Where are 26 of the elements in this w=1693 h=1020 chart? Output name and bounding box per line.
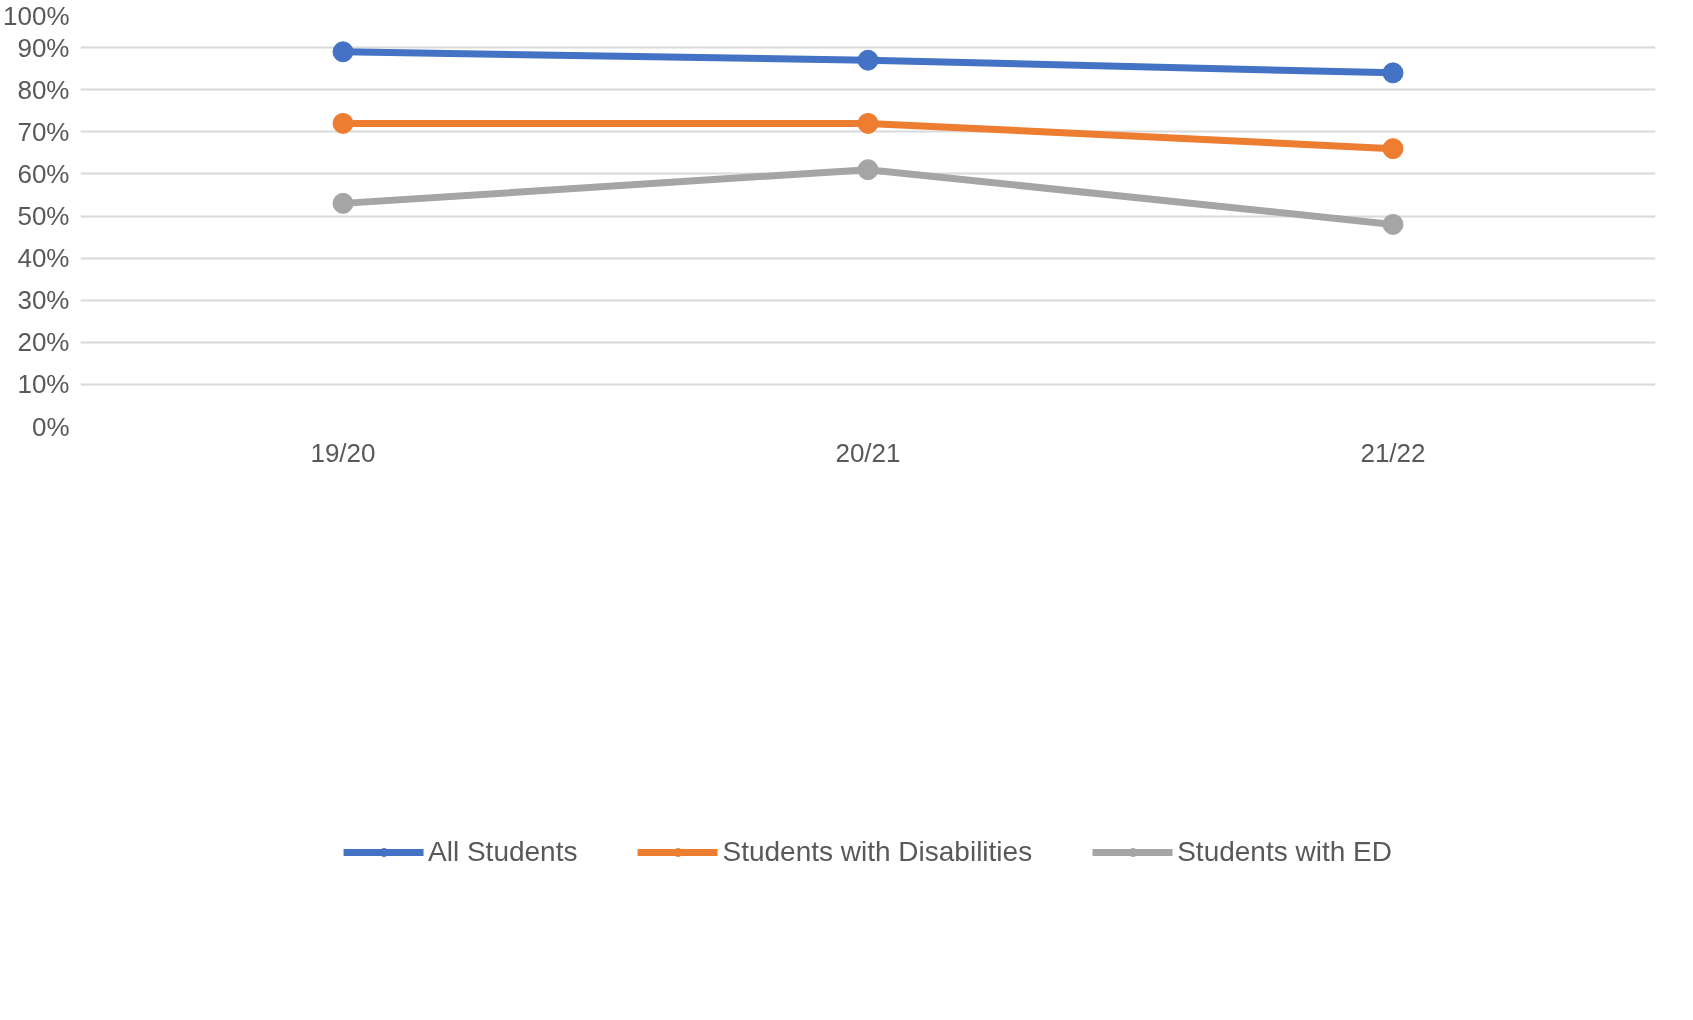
point bbox=[857, 49, 879, 71]
legend-label: Students with ED bbox=[1177, 836, 1392, 868]
y-tick-label: 0% bbox=[31, 411, 70, 442]
x-tick-label: 21/22 bbox=[1360, 437, 1426, 468]
y-tick-label: 70% bbox=[17, 116, 70, 147]
y-tick-label: 50% bbox=[17, 201, 70, 231]
point bbox=[332, 192, 354, 214]
y-tick-label: 40% bbox=[17, 243, 70, 274]
y-tick-label: 30% bbox=[17, 285, 70, 316]
legend-label: All Students bbox=[428, 836, 578, 868]
point bbox=[332, 41, 354, 63]
x-tick-label: 19/20 bbox=[310, 437, 376, 468]
point bbox=[1382, 62, 1404, 84]
point bbox=[1382, 213, 1404, 235]
legend-label: Students with Disabilities bbox=[722, 836, 1033, 868]
point bbox=[857, 159, 879, 181]
point bbox=[857, 112, 879, 134]
y-tick-label: 100% bbox=[3, 0, 70, 31]
y-tick-label: 80% bbox=[17, 74, 70, 105]
y-tick-label: 10% bbox=[17, 369, 70, 400]
y-tick-label: 20% bbox=[17, 327, 70, 358]
point bbox=[332, 112, 354, 134]
y-tick-label: 90% bbox=[17, 32, 70, 63]
x-tick-label: 20/21 bbox=[835, 437, 901, 468]
y-tick-label: 60% bbox=[17, 158, 70, 189]
point bbox=[1382, 138, 1404, 160]
